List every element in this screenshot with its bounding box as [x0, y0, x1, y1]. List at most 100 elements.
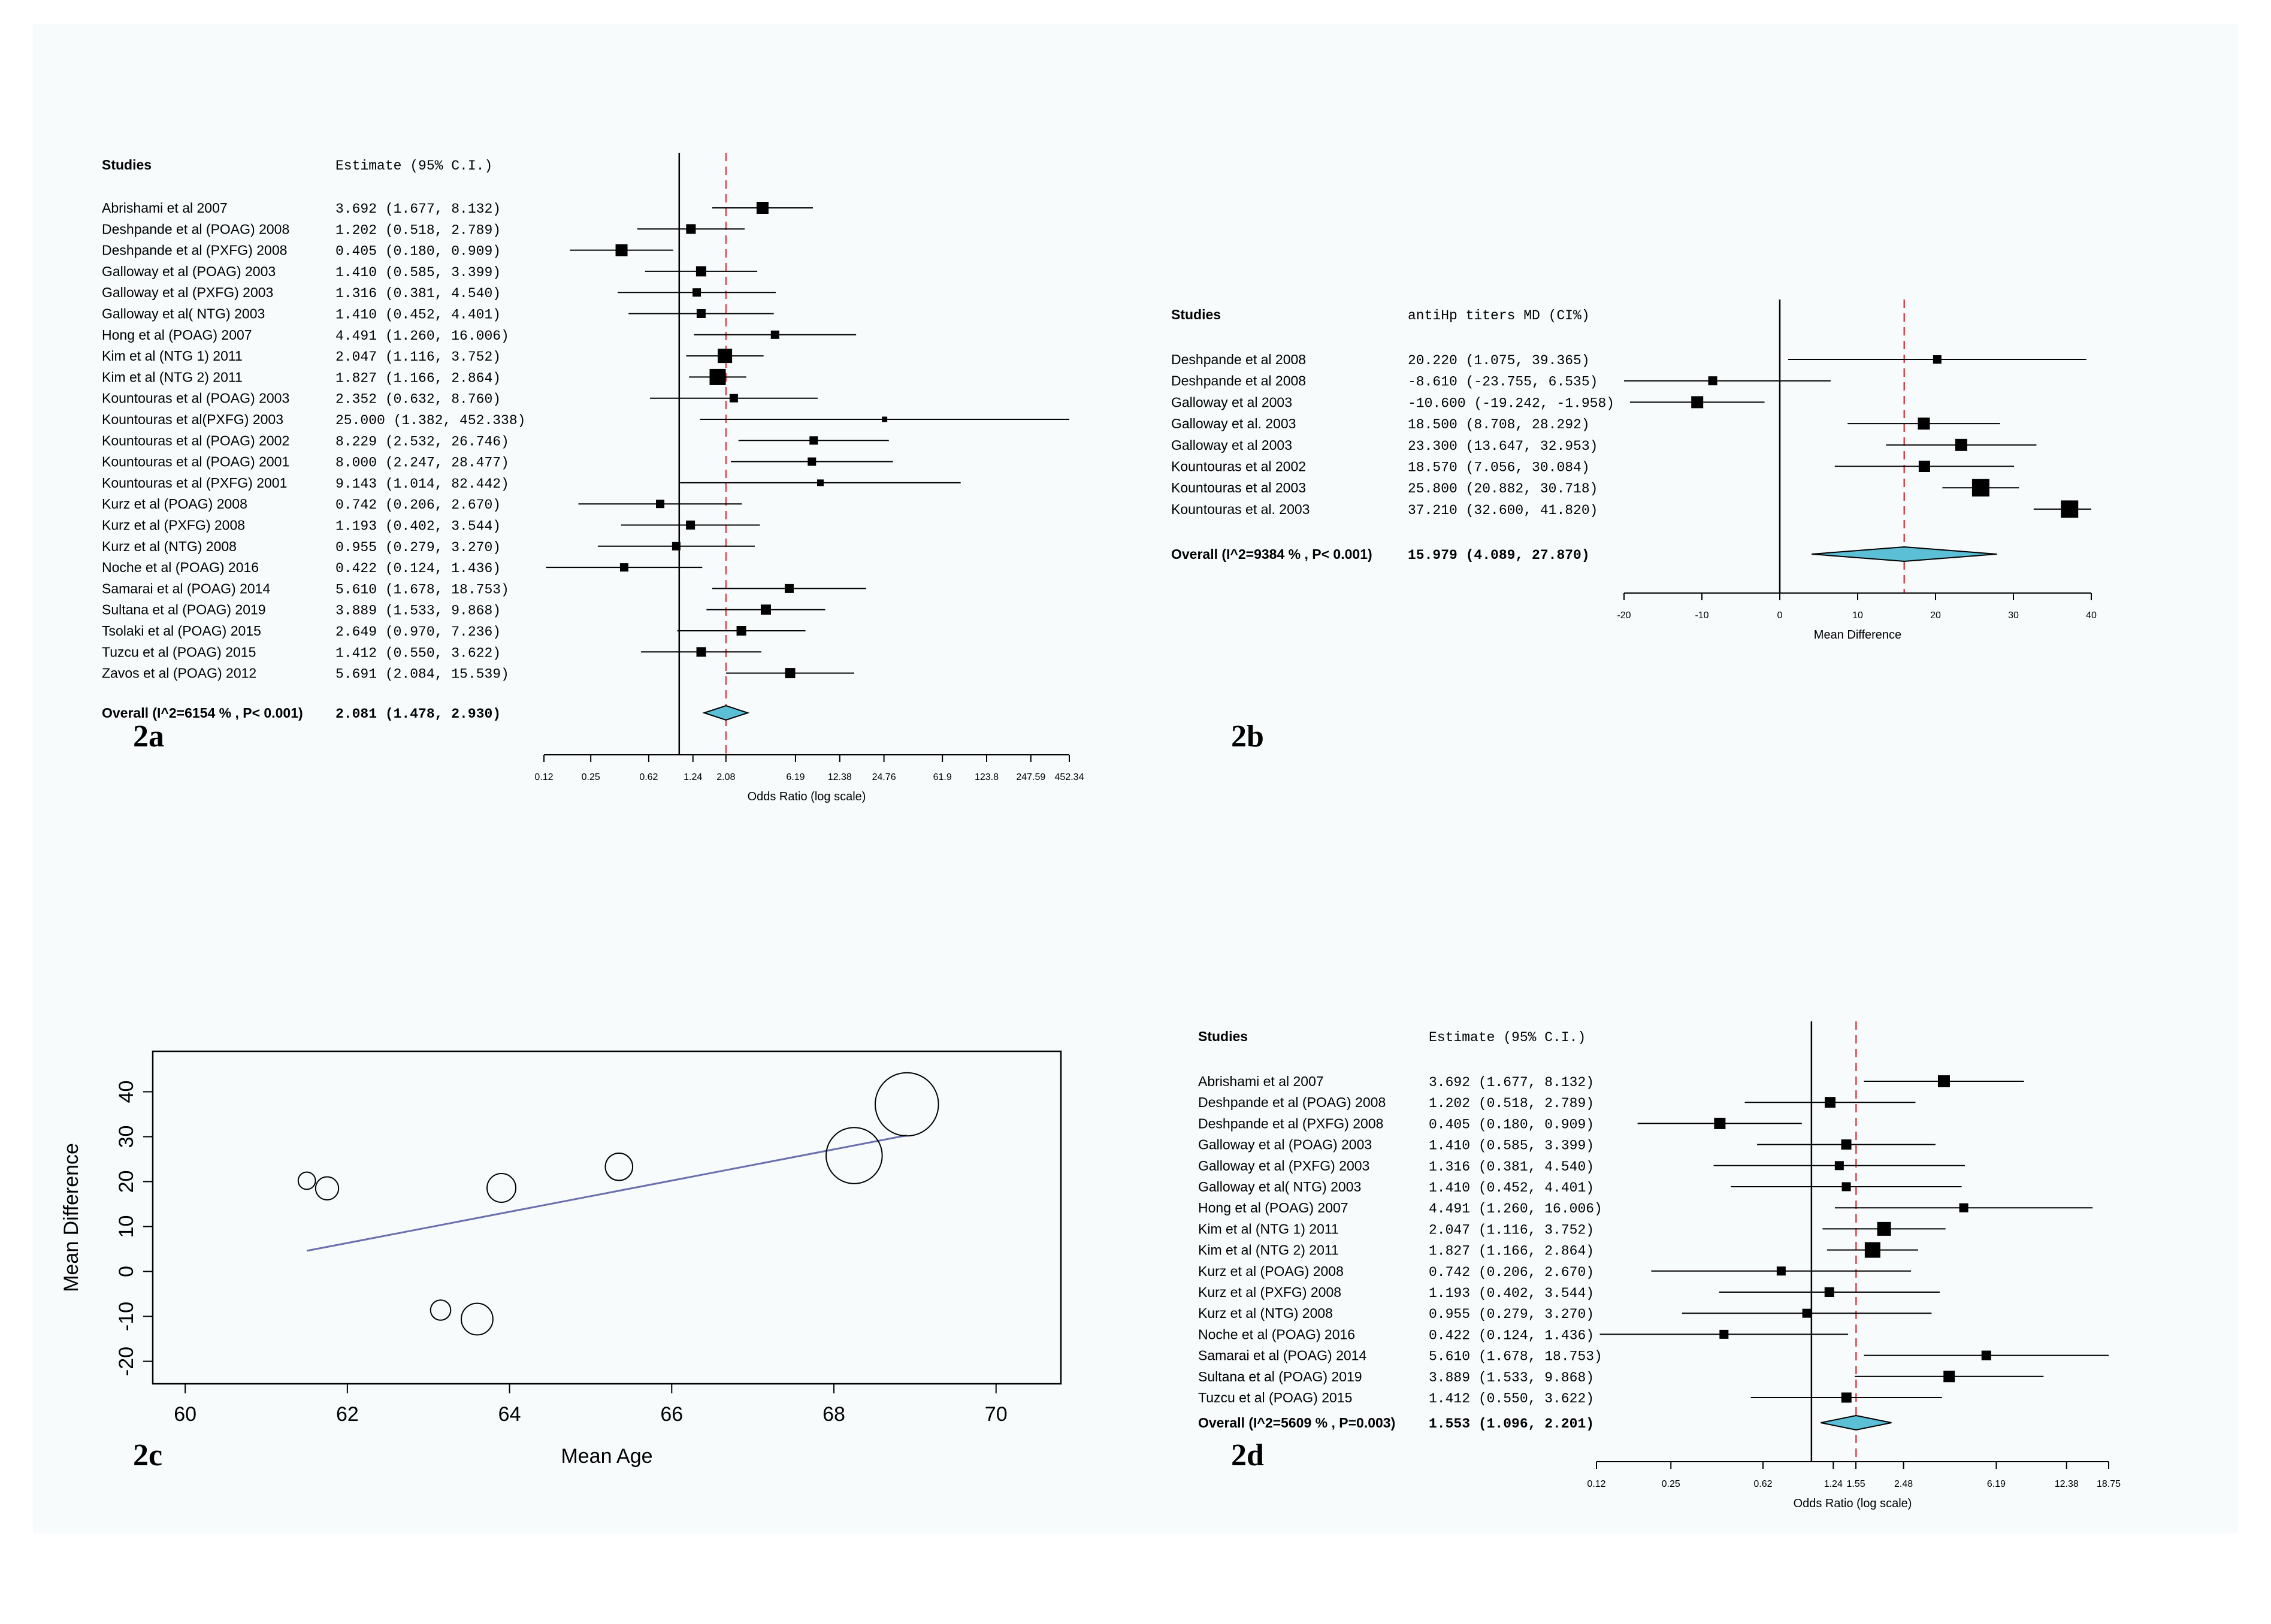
study-label: Deshpande et al (POAG) 2008	[102, 221, 289, 237]
study-estimate: 1.193 (0.402, 3.544)	[1429, 1286, 1594, 1301]
x-tick-label: 452.34	[1055, 772, 1084, 782]
y-tick-label: -10	[115, 1302, 138, 1331]
effect-square	[784, 583, 794, 593]
panel-tag-2c: 2c	[133, 1438, 163, 1472]
overall-estimate: 1.553 (1.096, 2.201)	[1429, 1416, 1594, 1432]
studies-header: Studies	[1198, 1029, 1248, 1044]
x-tick-label: 247.59	[1016, 772, 1045, 782]
regression-line	[306, 1134, 908, 1252]
study-label: Samarai et al (POAG) 2014	[1198, 1348, 1366, 1363]
study-label: Kountouras et al 2002	[1171, 459, 1306, 474]
effect-square	[686, 521, 695, 530]
study-label: Kountouras et al. 2003	[1171, 501, 1310, 517]
effect-square	[696, 309, 706, 318]
effect-square	[809, 436, 818, 445]
study-estimate: 18.500 (8.708, 28.292)	[1408, 417, 1590, 433]
x-tick-label: 6.19	[1987, 1479, 2006, 1489]
x-tick-label: 0.12	[534, 772, 553, 782]
effect-square	[696, 647, 706, 657]
study-label: Kurz et al (POAG) 2008	[1198, 1263, 1344, 1279]
x-axis-title: Odds Ratio (log scale)	[748, 790, 866, 803]
study-estimate: 0.742 (0.206, 2.670)	[335, 497, 501, 513]
study-estimate: 4.491 (1.260, 16.006)	[1429, 1201, 1602, 1217]
x-tick-label: 60	[174, 1403, 196, 1426]
study-estimate: 2.352 (0.632, 8.760)	[335, 392, 501, 407]
study-label: Tsolaki et al (POAG) 2015	[102, 623, 261, 639]
plot-frame	[152, 1050, 1062, 1385]
study-estimate: 0.405 (0.180, 0.909)	[335, 244, 501, 259]
study-label: Kim et al (NTG 2) 2011	[1198, 1242, 1339, 1258]
effect-square	[1824, 1287, 1834, 1297]
study-label: Sultana et al (POAG) 2019	[102, 602, 266, 618]
effect-square	[1943, 1371, 1955, 1383]
study-bubble	[430, 1299, 452, 1321]
study-estimate: 0.422 (0.124, 1.436)	[335, 561, 501, 576]
overall-diamond	[702, 704, 750, 721]
x-axis-title: Mean Age	[561, 1445, 652, 1468]
study-label: Kountouras et al (PXFG) 2001	[102, 475, 287, 491]
overall-label: Overall (I^2=9384 % , P< 0.001)	[1171, 546, 1372, 562]
effect-square	[1719, 1329, 1729, 1339]
study-estimate: 1.412 (0.550, 3.622)	[1429, 1391, 1594, 1407]
study-estimate: 20.220 (1.075, 39.365)	[1408, 353, 1590, 368]
study-estimate: 3.889 (1.533, 9.868)	[335, 603, 501, 619]
x-tick-label: 10	[1852, 610, 1863, 621]
x-axis-title: Odds Ratio (log scale)	[1794, 1497, 1912, 1510]
effect-square	[686, 224, 696, 234]
overall-diamond	[1821, 1414, 1892, 1431]
study-estimate: 2.047 (1.116, 3.752)	[1429, 1222, 1594, 1238]
study-label: Kim et al (NTG 2) 2011	[102, 369, 243, 385]
study-estimate: 1.412 (0.550, 3.622)	[335, 645, 501, 661]
effect-square	[729, 394, 738, 403]
x-tick-label: 2.48	[1894, 1479, 1913, 1489]
x-tick-label: 64	[498, 1403, 521, 1426]
study-label: Galloway et al (POAG) 2003	[1198, 1137, 1372, 1153]
x-tick-label: 0.12	[1587, 1479, 1605, 1489]
x-tick-label: 12.38	[828, 772, 852, 782]
study-estimate: 1.410 (0.585, 3.399)	[335, 265, 501, 280]
study-bubble	[461, 1302, 494, 1336]
effect-square	[619, 563, 628, 572]
studies-header: Studies	[102, 157, 152, 173]
x-tick-label: 18.75	[2097, 1479, 2121, 1489]
effect-square	[1825, 1097, 1836, 1108]
study-bubble	[825, 1127, 883, 1184]
effect-square	[656, 500, 665, 509]
study-label: Galloway et al. 2003	[1171, 416, 1296, 431]
effect-square	[760, 604, 771, 615]
effect-square	[672, 542, 681, 551]
study-bubble	[604, 1152, 634, 1181]
study-estimate: 25.000 (1.382, 452.338)	[335, 413, 525, 428]
study-label: Galloway et al( NTG) 2003	[1198, 1179, 1361, 1194]
study-estimate: -8.610 (-23.755, 6.535)	[1408, 374, 1598, 390]
x-tick-label: 70	[985, 1403, 1008, 1426]
x-tick-label: 2.08	[716, 772, 735, 782]
x-tick-label: 20	[1930, 610, 1941, 621]
study-label: Galloway et al (PXFG) 2003	[102, 285, 273, 300]
effect-square	[1955, 438, 1967, 451]
study-estimate: 8.229 (2.532, 26.746)	[335, 434, 509, 449]
study-estimate: 1.410 (0.585, 3.399)	[1429, 1138, 1594, 1154]
study-estimate: 2.649 (0.970, 7.236)	[335, 624, 501, 640]
overall-estimate: 15.979 (4.089, 27.870)	[1408, 548, 1590, 563]
study-estimate: 1.410 (0.452, 4.401)	[335, 307, 501, 323]
effect-square	[1834, 1161, 1844, 1171]
study-label: Galloway et al 2003	[1171, 437, 1292, 453]
study-label: Zavos et al (POAG) 2012	[102, 666, 256, 681]
effect-square	[1877, 1221, 1891, 1236]
y-tick-label: 20	[115, 1171, 138, 1193]
study-estimate: 5.610 (1.678, 18.753)	[1429, 1349, 1602, 1365]
overall-label: Overall (I^2=6154 % , P< 0.001)	[102, 705, 303, 721]
effect-square	[1841, 1392, 1852, 1403]
study-label: Kountouras et al (POAG) 2002	[102, 433, 289, 448]
study-estimate: 1.827 (1.166, 2.864)	[335, 370, 501, 386]
x-tick-label: 12.38	[2055, 1479, 2079, 1489]
y-tick-label: 10	[115, 1215, 138, 1238]
study-bubble	[315, 1176, 340, 1200]
effect-square	[695, 266, 706, 277]
effect-square	[1708, 376, 1717, 386]
effect-square	[1776, 1266, 1786, 1276]
study-label: Deshpande et al 2008	[1171, 352, 1306, 367]
study-label: Abrishami et al 2007	[1198, 1073, 1324, 1089]
x-tick-label: 123.8	[975, 772, 999, 782]
